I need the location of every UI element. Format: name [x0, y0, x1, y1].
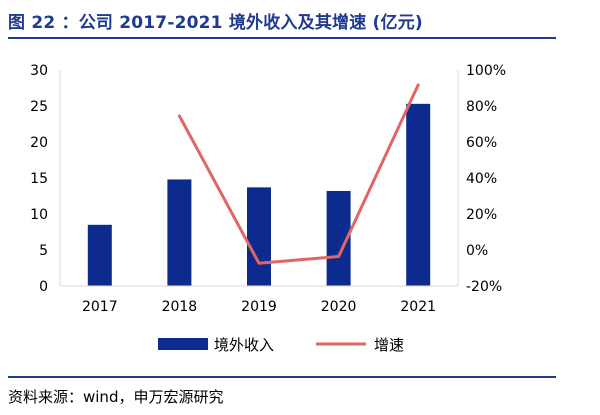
left-tick-label: 10: [30, 207, 48, 223]
x-tick-label: 2020: [321, 299, 357, 315]
left-tick-label: 0: [39, 279, 48, 295]
legend: 境外收入 增速: [158, 336, 404, 354]
right-axis-ticks: -20% 0% 20% 40% 60% 80% 100%: [466, 63, 506, 295]
chart-title: 图 22 ：公司 2017-2021 境外收入及其增速 (亿元): [8, 13, 423, 33]
combo-chart: 0 5 10 15 20 25 30 -20% 0% 20% 40% 60% 80% 100% 2017…: [30, 63, 506, 354]
right-tick-label: 20%: [466, 207, 497, 223]
growth-line-layer: [177, 83, 420, 265]
left-tick-label: 20: [30, 135, 48, 151]
bar-2017: [87, 224, 112, 286]
right-tick-label: 60%: [466, 135, 497, 151]
right-tick-label: 0%: [466, 243, 488, 259]
left-tick-label: 25: [30, 99, 48, 115]
right-tick-label: 80%: [466, 99, 497, 115]
left-tick-label: 15: [30, 171, 48, 187]
bar-2019: [247, 187, 271, 286]
source-note: 资料来源：wind，申万宏源研究: [8, 388, 224, 406]
right-tick-label: 100%: [466, 63, 506, 79]
x-tick-label: 2021: [400, 299, 436, 315]
bars: [87, 103, 431, 286]
title-divider: [8, 37, 556, 39]
x-tick-label: 2017: [82, 299, 118, 315]
right-tick-label: -20%: [466, 279, 502, 295]
legend-label-bar: 境外收入: [214, 336, 274, 354]
legend-label-line: 增速: [374, 336, 404, 354]
x-axis-labels: 2017 2018 2019 2020 2021: [82, 299, 436, 315]
bar-2021: [406, 103, 431, 286]
legend-swatch-bar: [158, 338, 208, 350]
source-divider: [8, 376, 556, 378]
bar-2018: [167, 179, 192, 286]
right-tick-label: 40%: [466, 171, 497, 187]
left-tick-label: 30: [30, 63, 48, 79]
x-tick-label: 2019: [241, 299, 277, 315]
left-axis-ticks: 0 5 10 15 20 25 30: [30, 63, 48, 295]
x-tick-label: 2018: [162, 299, 198, 315]
growth-line: [177, 83, 420, 265]
left-tick-label: 5: [39, 243, 48, 259]
